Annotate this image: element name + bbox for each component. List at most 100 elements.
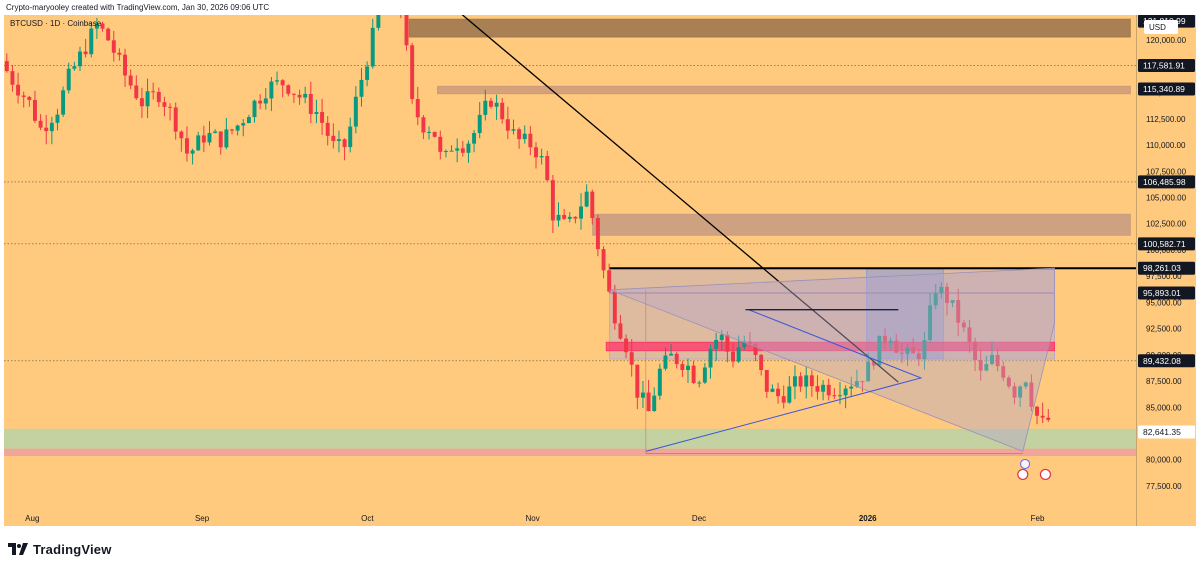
candle-body[interactable]	[263, 98, 268, 104]
tradingview-brand[interactable]: TradingView	[33, 541, 112, 557]
us-event-icon[interactable]	[1039, 468, 1052, 481]
candle-body[interactable]	[286, 85, 291, 94]
candle-body[interactable]	[213, 131, 218, 133]
candle-body[interactable]	[21, 95, 26, 97]
candle-body[interactable]	[933, 293, 938, 306]
candle-body[interactable]	[134, 85, 139, 99]
candle-body[interactable]	[466, 143, 471, 153]
candle-body[interactable]	[990, 354, 994, 364]
candle-body[interactable]	[1018, 386, 1023, 398]
candle-body[interactable]	[697, 382, 702, 384]
candle-body[interactable]	[365, 66, 370, 80]
candle-body[interactable]	[117, 52, 122, 55]
candle-body[interactable]	[562, 214, 567, 219]
candle-body[interactable]	[78, 51, 82, 67]
candle-body[interactable]	[477, 114, 482, 134]
candle-body[interactable]	[747, 341, 752, 344]
candle-body[interactable]	[494, 102, 499, 107]
candle-body[interactable]	[449, 150, 454, 152]
candle-body[interactable]	[61, 90, 66, 115]
candle-body[interactable]	[168, 106, 173, 108]
candle-body[interactable]	[173, 107, 178, 132]
candle-body[interactable]	[94, 23, 99, 29]
candle-body[interactable]	[443, 150, 448, 152]
candle-body[interactable]	[1006, 377, 1011, 387]
candle-body[interactable]	[686, 365, 690, 371]
supply-zone-115k[interactable]	[437, 85, 1131, 95]
candle-body[interactable]	[111, 40, 116, 53]
candle-body[interactable]	[815, 386, 820, 392]
candle-body[interactable]	[4, 61, 9, 72]
candle-body[interactable]	[595, 218, 600, 250]
candle-body[interactable]	[826, 384, 831, 396]
candle-body[interactable]	[663, 355, 668, 369]
candle-body[interactable]	[269, 81, 274, 99]
candle-body[interactable]	[275, 80, 280, 82]
candle-body[interactable]	[984, 363, 989, 371]
candle-body[interactable]	[787, 386, 792, 403]
red-demand-band[interactable]	[4, 448, 1136, 457]
candle-body[interactable]	[218, 131, 223, 148]
candle-body[interactable]	[517, 129, 522, 140]
candle-body[interactable]	[230, 129, 234, 131]
candle-body[interactable]	[235, 125, 240, 131]
candle-body[interactable]	[1035, 406, 1039, 416]
candle-body[interactable]	[950, 300, 955, 303]
candle-body[interactable]	[849, 386, 854, 389]
candle-body[interactable]	[714, 340, 719, 349]
candle-body[interactable]	[10, 71, 15, 85]
candle-body[interactable]	[488, 100, 493, 107]
candle-body[interactable]	[770, 388, 775, 392]
candle-body[interactable]	[719, 334, 724, 341]
candle-body[interactable]	[579, 206, 584, 219]
candle-body[interactable]	[838, 395, 842, 397]
candle-body[interactable]	[657, 368, 662, 396]
candle-body[interactable]	[483, 100, 488, 115]
price-axis[interactable]: 120,000.00117,500.00115,000.00112,500.00…	[1136, 14, 1196, 526]
candle-body[interactable]	[612, 291, 617, 324]
descending-trendline[interactable]	[412, 15, 899, 383]
candle-body[interactable]	[415, 99, 420, 118]
candle-body[interactable]	[640, 392, 645, 398]
candle-body[interactable]	[691, 365, 696, 383]
candle-body[interactable]	[49, 122, 54, 132]
candle-body[interactable]	[207, 132, 212, 143]
candle-body[interactable]	[539, 156, 544, 158]
candle-body[interactable]	[652, 395, 657, 412]
candle-body[interactable]	[877, 335, 882, 366]
supply-zone-101k[interactable]	[592, 213, 1131, 236]
candle-body[interactable]	[100, 23, 105, 29]
candle-body[interactable]	[1001, 366, 1006, 378]
candle-body[interactable]	[624, 338, 629, 353]
candle-body[interactable]	[89, 28, 94, 55]
candle-body[interactable]	[505, 119, 510, 131]
candle-body[interactable]	[44, 127, 49, 132]
candle-body[interactable]	[55, 114, 60, 123]
candle-body[interactable]	[179, 131, 184, 139]
candle-body[interactable]	[370, 27, 375, 67]
candle-body[interactable]	[866, 361, 871, 382]
candle-body[interactable]	[731, 351, 735, 362]
candle-body[interactable]	[961, 322, 966, 328]
candle-body[interactable]	[308, 93, 313, 114]
candle-body[interactable]	[432, 131, 437, 137]
candle-body[interactable]	[781, 396, 786, 403]
candle-body[interactable]	[460, 148, 465, 153]
candle-body[interactable]	[550, 180, 555, 221]
candle-body[interactable]	[854, 381, 859, 387]
candle-body[interactable]	[916, 353, 921, 360]
candle-body[interactable]	[342, 139, 347, 148]
price-level-badge[interactable]	[1138, 175, 1195, 189]
candle-body[interactable]	[944, 286, 949, 303]
candle-body[interactable]	[314, 112, 319, 114]
candle-body[interactable]	[967, 327, 972, 342]
candle-body[interactable]	[184, 138, 189, 154]
candle-body[interactable]	[27, 96, 32, 100]
candle-body[interactable]	[618, 323, 623, 339]
candle-body[interactable]	[899, 352, 904, 354]
candle-body[interactable]	[201, 135, 206, 143]
candle-body[interactable]	[66, 68, 71, 91]
price-level-badge[interactable]	[1138, 261, 1195, 275]
candle-body[interactable]	[156, 91, 161, 103]
candle-body[interactable]	[320, 112, 325, 123]
